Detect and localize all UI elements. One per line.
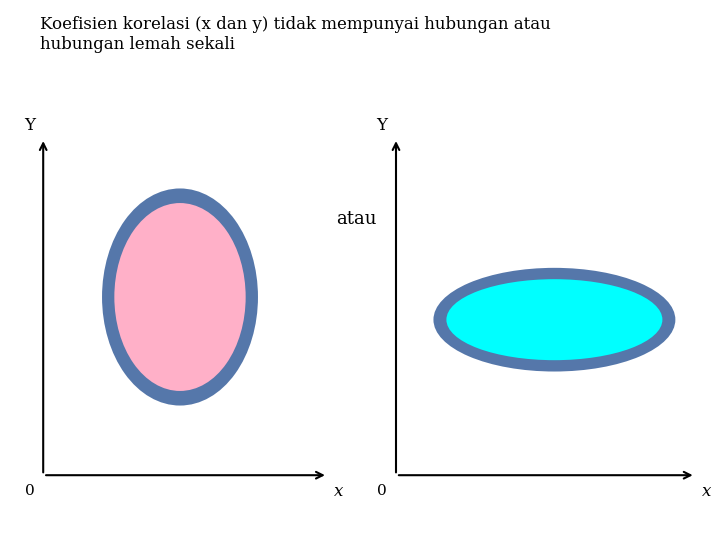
Text: x: x bbox=[702, 483, 712, 500]
Text: Y: Y bbox=[24, 117, 35, 134]
Text: atau: atau bbox=[336, 210, 377, 228]
Text: 0: 0 bbox=[24, 484, 35, 498]
Ellipse shape bbox=[102, 188, 258, 406]
Text: Y: Y bbox=[376, 117, 387, 134]
Ellipse shape bbox=[114, 203, 246, 391]
Ellipse shape bbox=[446, 279, 662, 360]
Text: Koefisien korelasi (x dan y) tidak mempunyai hubungan atau
hubungan lemah sekali: Koefisien korelasi (x dan y) tidak mempu… bbox=[40, 16, 550, 53]
Text: 0: 0 bbox=[377, 484, 387, 498]
Text: x: x bbox=[334, 483, 343, 500]
Ellipse shape bbox=[433, 268, 675, 372]
